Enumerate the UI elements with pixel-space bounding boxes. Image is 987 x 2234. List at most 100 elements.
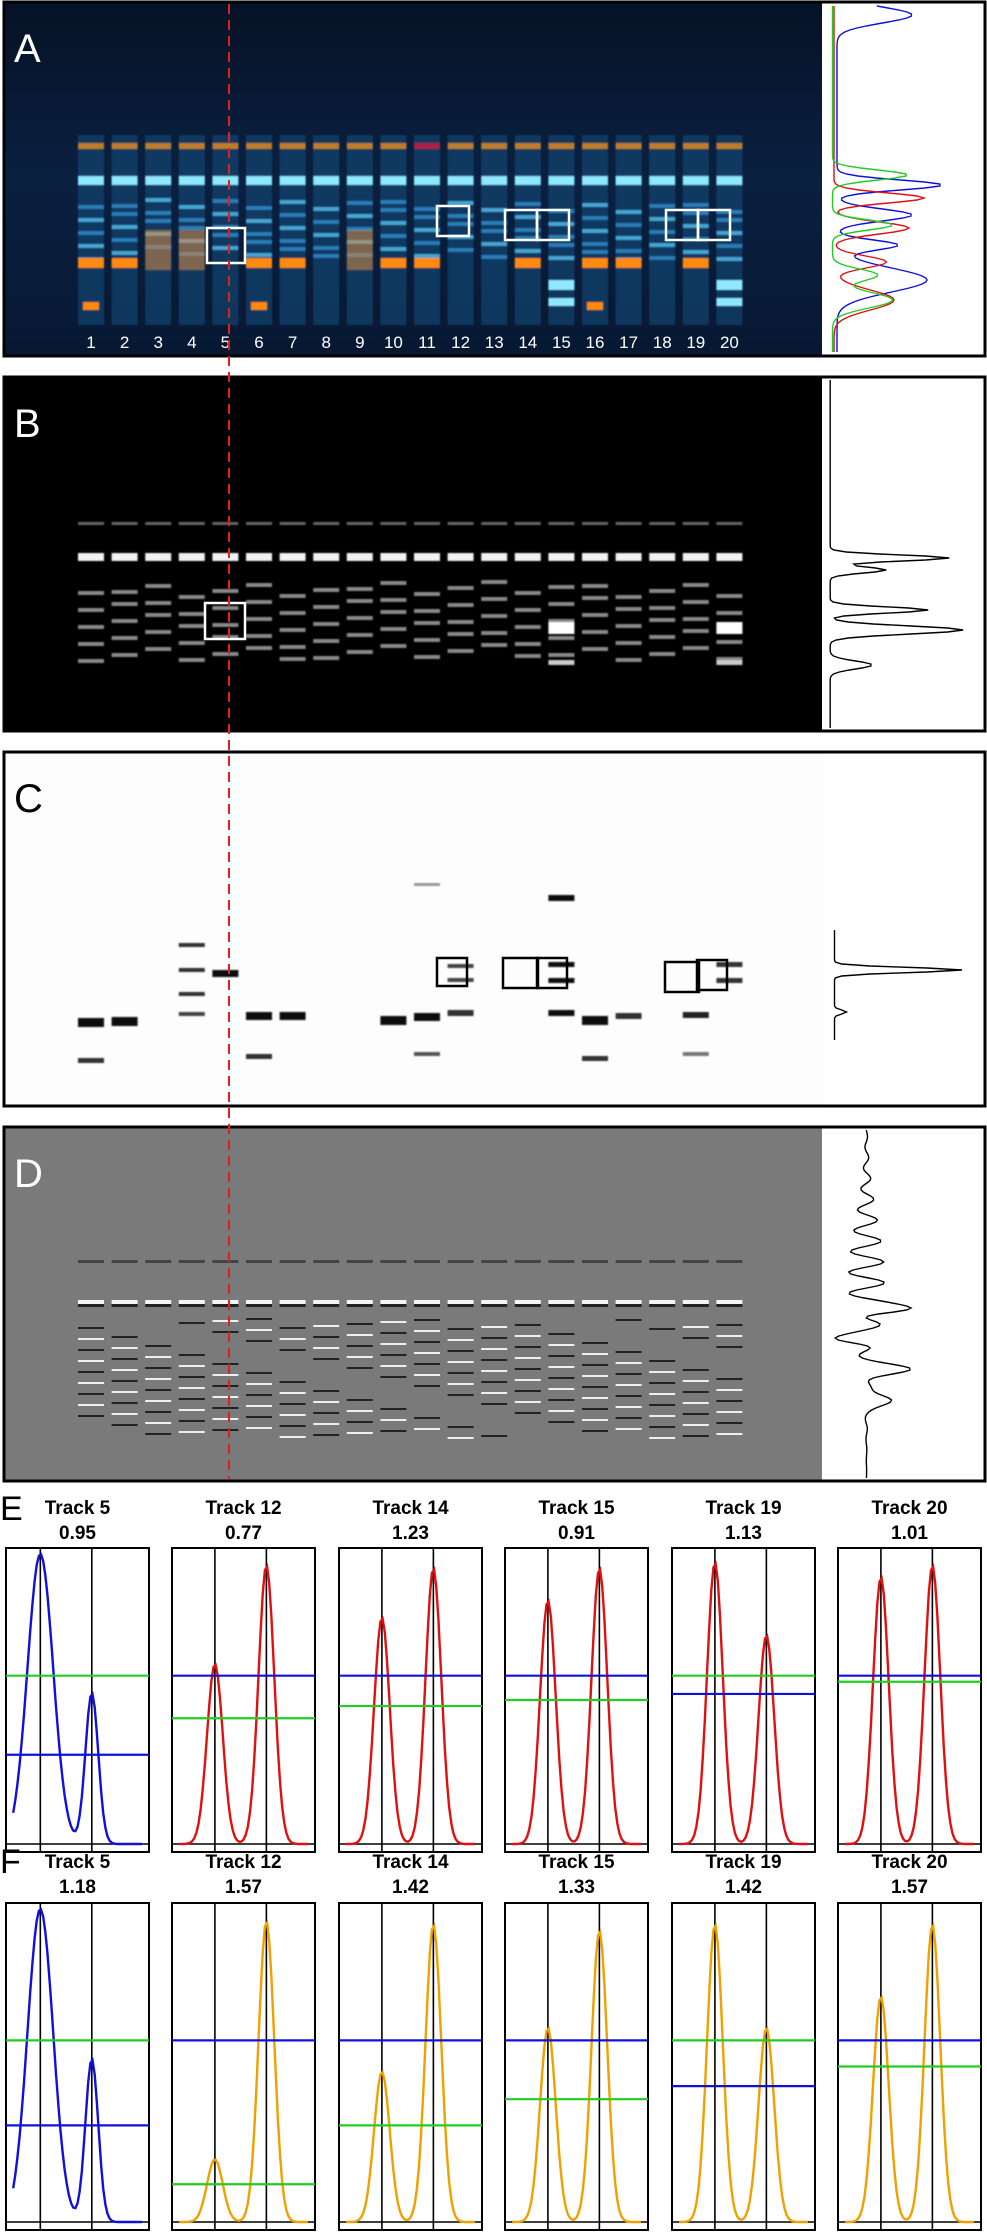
- d-lane-12-top: [447, 1260, 474, 1263]
- d-lane-12-main-lo: [447, 1304, 474, 1307]
- d-lane-17-mid: [615, 1351, 642, 1353]
- d-lane-3-main-lo: [145, 1304, 172, 1307]
- b-lane-17-mid: [615, 595, 642, 599]
- lane-19-smear: [682, 135, 709, 325]
- d-lane-8-mid: [313, 1325, 340, 1327]
- d-lane-14-mid: [514, 1379, 541, 1381]
- c-band-3: [279, 1012, 306, 1020]
- track-curve: [679, 1922, 808, 2224]
- d-lane-2-mid: [111, 1380, 138, 1382]
- d-lane-19-top: [682, 1260, 709, 1263]
- d-lane-19-main-lo: [682, 1304, 709, 1307]
- lane-11-band-main: [414, 176, 440, 185]
- b-lane-11-mid: [414, 592, 440, 596]
- d-lane-4-main-hi: [178, 1300, 205, 1304]
- lane-label-7: 7: [288, 333, 297, 352]
- lane-16-band-mid: [582, 229, 608, 233]
- d-lane-14-mid: [514, 1401, 541, 1403]
- d-lane-10-mid: [380, 1343, 407, 1345]
- lane-11-band-mid: [414, 228, 440, 232]
- lane-label-13: 13: [485, 333, 504, 352]
- d-lane-15-mid: [548, 1399, 575, 1401]
- b-lane-2-mid: [111, 590, 138, 594]
- b-lane-11-mid: [414, 638, 440, 642]
- lane-14-band-orange: [514, 258, 541, 268]
- lane-5-band-top: [212, 143, 239, 149]
- lane-label-6: 6: [254, 333, 263, 352]
- b-lane-16-main: [582, 553, 608, 561]
- d-lane-15-mid: [548, 1377, 575, 1379]
- lane-3-band-mid: [145, 198, 172, 202]
- b-lane-12-mid: [447, 649, 474, 653]
- lane-3-band-thick: [145, 230, 172, 270]
- lane-7-band-mid: [279, 213, 306, 217]
- lane-1-band-orange: [78, 258, 104, 268]
- d-lane-4-mid: [178, 1354, 205, 1356]
- lane-3-band-top: [145, 143, 172, 149]
- b-lane-8-mid: [313, 639, 340, 643]
- d-lane-20-mid: [716, 1335, 743, 1337]
- profile-a-green: [831, 6, 907, 352]
- b-lane-9-mid: [346, 616, 373, 620]
- panel-a-boxes: [205, 204, 732, 265]
- c-band-10: [682, 1012, 709, 1018]
- lane-9-band-mid: [346, 214, 373, 218]
- lane-label-9: 9: [355, 333, 364, 352]
- lane-9-band-thick: [346, 230, 373, 270]
- d-lane-20-main-hi: [716, 1300, 743, 1304]
- d-lane-4-mid: [178, 1420, 205, 1422]
- lane-4-band-thick: [178, 230, 205, 270]
- lane-1-band-mid: [78, 205, 104, 209]
- lane-4-band-top: [178, 143, 205, 149]
- c-band-11: [212, 970, 239, 977]
- d-lane-14-mid: [514, 1368, 541, 1370]
- b-lane-18-mid: [649, 606, 676, 610]
- lane-17-band-mid: [615, 223, 642, 227]
- b-lane-10-mid: [380, 644, 407, 648]
- b-lane-7-main: [279, 553, 306, 561]
- d-lane-16-main-lo: [582, 1304, 608, 1307]
- d-lane-3-main-hi: [145, 1300, 172, 1304]
- profile-a-red: [833, 6, 927, 352]
- b-lane-1-mid: [78, 591, 104, 595]
- panel-a-lane-labels: 1 2 3 4 5 6 7 8 9 10 11 12 13 14 15 16 17 18 19 20: [86, 333, 739, 352]
- lane-6-band-mid: [246, 232, 272, 236]
- d-lane-5-mid: [212, 1385, 239, 1387]
- panel-d-letter: D: [14, 1152, 43, 1196]
- c-band-27: [682, 1052, 709, 1056]
- d-lane-18-mid: [649, 1382, 676, 1384]
- d-lane-18-mid: [649, 1404, 676, 1406]
- d-lane-17-top: [615, 1260, 642, 1263]
- c-band-4: [380, 1016, 407, 1025]
- lane-label-16: 16: [586, 333, 605, 352]
- d-lane-1-mid: [78, 1371, 104, 1373]
- panel-a-bands: [78, 135, 743, 325]
- b-lane-12-mid: [447, 586, 474, 590]
- lane-19-band-mid: [682, 224, 709, 228]
- lane-1-band-bottom: [83, 302, 99, 310]
- d-lane-2-main-lo: [111, 1304, 138, 1307]
- box-lane-5: [205, 226, 247, 265]
- lane-17-band-main: [615, 176, 642, 185]
- lane-13-band-mid: [481, 229, 508, 233]
- b-lane-11-mid: [414, 609, 440, 613]
- b-lane-3-mid: [145, 613, 172, 617]
- c-band-8: [582, 1016, 608, 1025]
- b-lane-3-mid: [145, 647, 172, 651]
- d-lane-20-mid: [716, 1324, 743, 1326]
- track-value: 1.57: [225, 1877, 262, 1898]
- lane-1-band-main: [78, 176, 104, 185]
- lane-15-band-lowest: [548, 298, 575, 306]
- d-lane-20-top: [716, 1260, 743, 1263]
- b-lane-16-mid: [582, 613, 608, 617]
- d-lane-17-main-hi: [615, 1300, 642, 1304]
- lane-9-band-main: [346, 176, 373, 185]
- d-lane-5-mid: [212, 1331, 239, 1333]
- b-lane-6-main: [246, 553, 272, 561]
- lane-20-band-lower: [716, 280, 743, 290]
- track-title: Track 14: [372, 1852, 448, 1873]
- b-lane-3-mid: [145, 630, 172, 634]
- b-lane-5-top: [212, 522, 239, 525]
- panel-c-bands: [78, 883, 743, 1063]
- track-plot-frame: [504, 1902, 649, 2231]
